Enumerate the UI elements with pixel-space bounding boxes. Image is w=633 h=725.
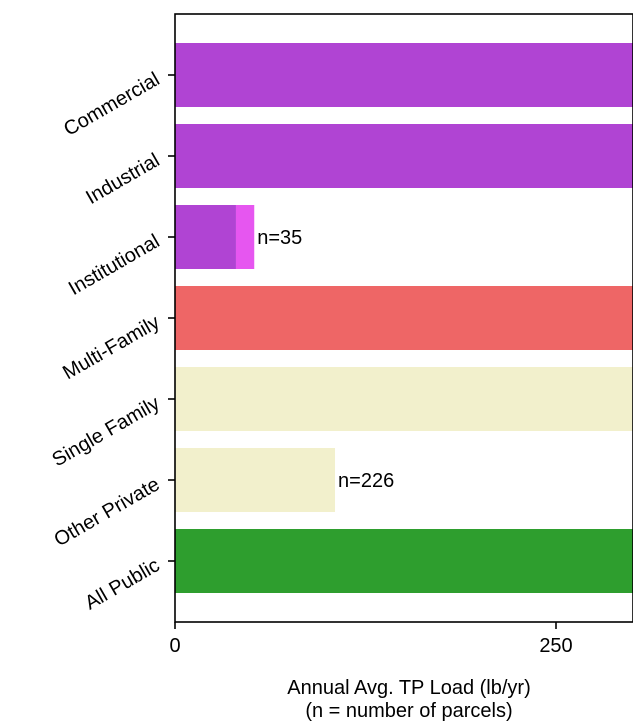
plot-frame xyxy=(174,13,633,623)
bar-base-5 xyxy=(175,448,336,512)
x-axis-subtitle: (n = number of parcels) xyxy=(305,700,512,722)
bar-base-6 xyxy=(175,529,633,593)
y-category-label-3: Multi-Family xyxy=(59,311,163,384)
bar-base-3 xyxy=(175,286,633,350)
y-category-label-6: All Public xyxy=(81,554,163,614)
y-category-label-2: Institutional xyxy=(65,230,164,300)
bars-group xyxy=(175,43,633,593)
x-tick-label-1: 250 xyxy=(539,635,572,657)
annotations-group: n=384n=92n=35n=1,243n=5,882n=226n=257 xyxy=(257,227,394,492)
bar-base-4 xyxy=(175,367,633,431)
x-tick-label-0: 0 xyxy=(169,635,180,657)
bar-top-2 xyxy=(235,205,255,269)
bar-base-0 xyxy=(175,43,633,107)
y-axis: Commercial Industrial Institutional Multi-F… xyxy=(49,68,175,614)
y-category-label-1: Industrial xyxy=(82,149,163,209)
x-axis: 02505007501000 xyxy=(169,622,573,657)
y-category-label-0: Commercial xyxy=(60,68,163,140)
y-category-label-4: Single Family xyxy=(49,392,164,471)
bar-annotation-5: n=226 xyxy=(338,470,394,492)
bar-base-2 xyxy=(175,205,236,269)
bar-base-1 xyxy=(175,124,633,188)
y-category-label-5: Other Private xyxy=(50,473,163,551)
bar-annotation-2: n=35 xyxy=(257,227,302,249)
x-axis-title: Annual Avg. TP Load (lb/yr) xyxy=(287,677,531,699)
